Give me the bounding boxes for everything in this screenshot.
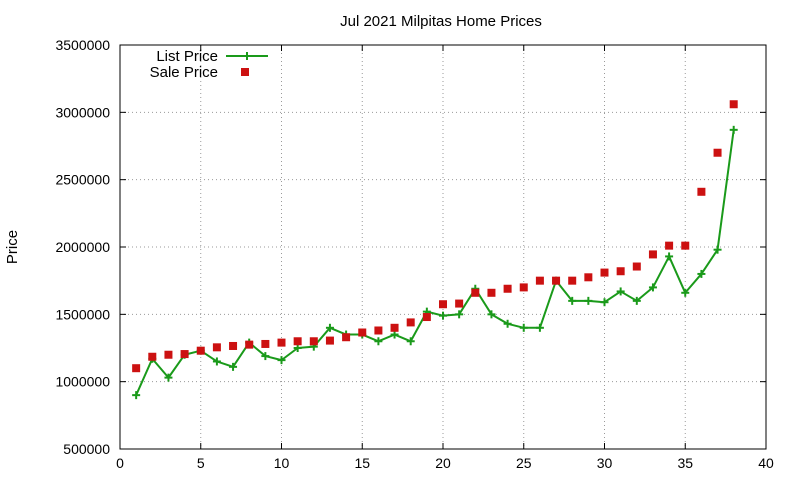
sale-price-point (277, 338, 286, 347)
x-tick-label: 5 (197, 455, 205, 471)
sale-price-point (519, 283, 528, 292)
x-tick-label: 0 (116, 455, 124, 471)
y-tick-label: 2000000 (55, 239, 110, 255)
sale-price-point (309, 337, 318, 346)
sale-price-point (552, 276, 561, 285)
sale-price-point (342, 333, 351, 342)
list-price-point (212, 357, 221, 366)
y-tick-label: 1000000 (55, 374, 110, 390)
sale-price-point (196, 346, 205, 355)
sale-price-point (374, 326, 383, 335)
sale-price-point (713, 148, 722, 157)
list-price-point (681, 288, 690, 297)
list-price-point (697, 269, 706, 278)
series-sale-price (132, 100, 738, 373)
sale-price-point (616, 267, 625, 276)
x-tick-label: 20 (435, 455, 451, 471)
list-price-point (277, 356, 286, 365)
sale-price-point (697, 187, 706, 196)
legend-swatch-marker (241, 68, 249, 76)
x-tick-label: 35 (677, 455, 693, 471)
legend-item-list-price: List Price (156, 48, 268, 65)
x-tick-label: 30 (597, 455, 613, 471)
sale-price-point (729, 100, 738, 109)
list-price-point (535, 323, 544, 332)
chart-title: Jul 2021 Milpitas Home Prices (340, 13, 542, 30)
sale-price-point (503, 284, 512, 293)
x-tick-label: 10 (274, 455, 290, 471)
list-price-point (665, 252, 674, 261)
list-price-point (713, 245, 722, 254)
list-price-point (132, 391, 141, 400)
sale-price-point (390, 323, 399, 332)
y-tick-label: 3500000 (55, 37, 110, 53)
sale-price-point (180, 350, 189, 359)
y-axis-title: Price (4, 230, 21, 264)
sale-price-point (229, 341, 238, 350)
sale-price-point (261, 339, 270, 348)
legend-swatch-marker (243, 52, 251, 60)
sale-price-point (648, 250, 657, 259)
sale-price-point (568, 276, 577, 285)
sale-price-point (487, 288, 496, 297)
x-tick-label: 25 (516, 455, 532, 471)
list-price-point (439, 311, 447, 320)
list-price-point (374, 337, 383, 346)
list-price-point (729, 125, 738, 134)
list-price-point (503, 319, 512, 328)
list-price-point (261, 352, 270, 361)
series-layer (132, 100, 738, 400)
list-price-point (164, 373, 173, 382)
x-tick-label: 15 (354, 455, 370, 471)
list-price-point (406, 337, 415, 346)
list-price-point (390, 330, 399, 339)
list-price-line (135, 129, 735, 396)
list-price-point (616, 287, 625, 296)
y-tick-label: 3000000 (55, 104, 110, 120)
sale-price-point (455, 299, 464, 308)
sale-price-point (325, 336, 334, 345)
list-price-point (632, 296, 641, 305)
sale-price-point (293, 337, 302, 346)
sale-price-point (164, 350, 173, 359)
sale-price-point (584, 273, 593, 282)
sale-price-point (422, 313, 431, 322)
y-tick-label: 1500000 (55, 306, 110, 322)
list-price-point (455, 310, 464, 319)
grid (120, 45, 766, 449)
sale-price-point (535, 276, 544, 285)
y-tick-label: 2500000 (55, 172, 110, 188)
sale-price-point (471, 288, 480, 297)
legend-label: Sale Price (150, 64, 218, 81)
sale-price-point (358, 328, 367, 337)
list-price-point (519, 323, 528, 332)
sale-price-point (632, 262, 641, 271)
sale-price-point (665, 241, 674, 250)
axis-ticks: 0 5 10 15 20 25 30 35 40 500000 1000000 1500000 2000… (55, 37, 774, 471)
list-price-point (293, 344, 302, 352)
list-price-point (584, 296, 593, 305)
x-tick-label: 40 (758, 455, 774, 471)
sale-price-point (148, 352, 157, 361)
sale-price-point (245, 340, 254, 349)
legend-label: List Price (156, 48, 218, 65)
list-price-point (568, 296, 577, 305)
list-price-point (648, 283, 657, 292)
list-price-point (325, 323, 334, 332)
legend-item-sale-price: Sale Price (150, 64, 249, 81)
list-price-point (600, 298, 609, 307)
list-price-point (487, 310, 496, 319)
y-tick-label: 500000 (63, 441, 110, 457)
list-price-point (229, 362, 238, 371)
sale-price-point (681, 241, 690, 250)
sale-price-point (439, 300, 447, 309)
sale-price-point (406, 318, 415, 327)
sale-price-point (132, 364, 141, 373)
sale-price-point (600, 268, 609, 277)
sale-price-point (212, 343, 221, 352)
